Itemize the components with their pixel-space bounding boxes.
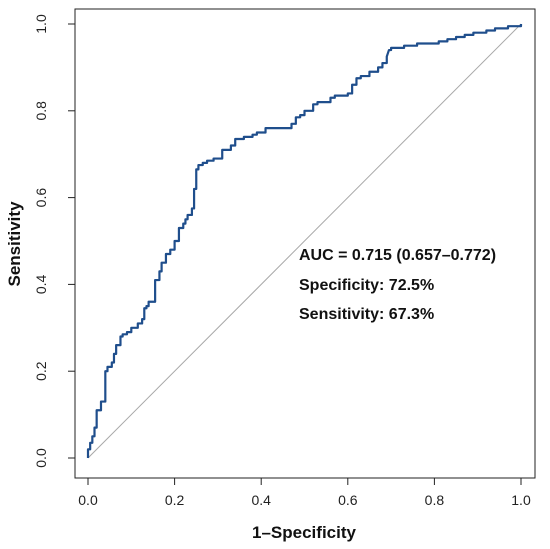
y-axis-title: Sensitivity <box>5 201 24 287</box>
y-tick-label: 0.0 <box>33 448 49 468</box>
y-tick-label: 0.4 <box>33 274 49 294</box>
x-axis: 0.0 0.2 0.4 0.6 0.8 1.0 <box>78 477 531 508</box>
x-tick-label: 0.2 <box>165 492 185 508</box>
x-tick-label: 0.8 <box>425 492 445 508</box>
sensitivity-annotation: Sensitivity: 67.3% <box>299 306 434 323</box>
x-tick-label: 0.4 <box>251 492 271 508</box>
y-tick-label: 1.0 <box>33 14 49 34</box>
series-layer <box>86 23 523 459</box>
reference-diagonal-line <box>87 23 522 459</box>
x-axis-title: 1–Specificity <box>252 523 356 542</box>
y-tick-label: 0.6 <box>33 188 49 208</box>
y-tick-label: 0.2 <box>33 361 49 381</box>
y-axis: 0.0 0.2 0.4 0.6 0.8 1.0 <box>33 14 76 468</box>
x-tick-label: 1.0 <box>511 492 531 508</box>
x-tick-label: 0.6 <box>338 492 358 508</box>
roc-curve-line <box>86 24 523 458</box>
x-tick-label: 0.0 <box>78 492 98 508</box>
auc-annotation: AUC = 0.715 (0.657–0.772) <box>299 247 496 264</box>
y-tick-label: 0.8 <box>33 101 49 121</box>
specificity-annotation: Specificity: 72.5% <box>299 277 434 294</box>
